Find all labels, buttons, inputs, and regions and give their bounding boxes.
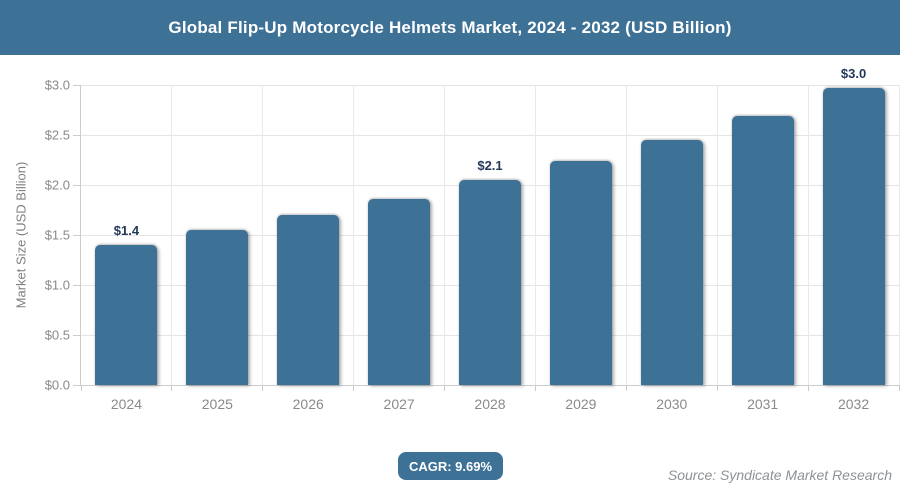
bar-value-label: $2.1 [477,158,503,173]
horizontal-gridline [81,84,899,86]
y-tick-label: $0.0 [44,377,70,393]
x-tick-label: 2031 [747,396,779,412]
vertical-gridline [534,85,536,385]
x-tick-label: 2024 [110,396,143,412]
x-tick-label: 2029 [565,396,597,412]
x-tick-mark [534,385,536,391]
bar-value-label: $3.0 [840,66,867,81]
y-tick-label: $1.5 [44,227,70,243]
vertical-gridline [444,85,446,385]
bar [822,88,885,385]
vertical-gridline [353,85,355,385]
x-tick-label: 2026 [292,396,324,412]
x-tick-mark [625,385,627,391]
x-tick-label: 2027 [383,396,415,412]
vertical-gridline [716,85,718,385]
bar [640,140,703,385]
x-tick-mark [716,385,718,391]
y-tick-label: $2.5 [44,127,70,143]
vertical-gridline [898,85,900,385]
chart-title-bar: Global Flip-Up Motorcycle Helmets Market… [0,0,900,55]
bar [277,215,340,385]
vertical-gridline [625,85,627,385]
vertical-gridline [171,85,173,385]
bar [731,116,794,385]
x-tick-mark [444,385,446,391]
y-tick-label: $2.0 [44,177,70,193]
x-tick-label: 2032 [837,396,870,412]
bar-value-label: $1.4 [113,223,140,238]
vertical-gridline [262,85,264,385]
bar [549,161,612,385]
horizontal-gridline [81,134,899,136]
x-tick-mark [807,385,809,391]
x-tick-mark [80,385,82,391]
x-tick-mark [898,385,900,391]
y-tick-mark [73,134,81,136]
x-tick-label: 2025 [201,396,233,412]
source-note: Source: Syndicate Market Research [667,467,892,483]
cagr-badge: CAGR: 9.69% [398,452,503,480]
y-tick-label: $0.5 [44,327,70,343]
y-tick-label: $1.0 [44,277,70,293]
x-tick-label: 2030 [656,396,688,412]
plot-area: $0.0 $0.5 $1.0 $1.5 $2.0 $2.5 $3.0 $1.4 2024 2025… [45,66,900,412]
x-tick-label: 2028 [474,396,506,412]
y-tick-mark [73,384,81,386]
y-tick-mark [73,234,81,236]
vertical-gridline [807,85,809,385]
y-axis-title: Market Size (USD Billion) [13,161,29,309]
x-tick-mark [171,385,173,391]
y-tick-mark [73,84,81,86]
y-tick-mark [73,184,81,186]
x-tick-mark [353,385,355,391]
y-tick-mark [73,334,81,336]
bar [186,230,249,385]
y-tick-label: $3.0 [44,77,70,93]
bar [95,245,158,385]
x-tick-mark [262,385,264,391]
y-tick-mark [73,284,81,286]
bar [368,199,431,385]
bar [459,180,521,385]
chart-title: Global Flip-Up Motorcycle Helmets Market… [168,17,732,37]
